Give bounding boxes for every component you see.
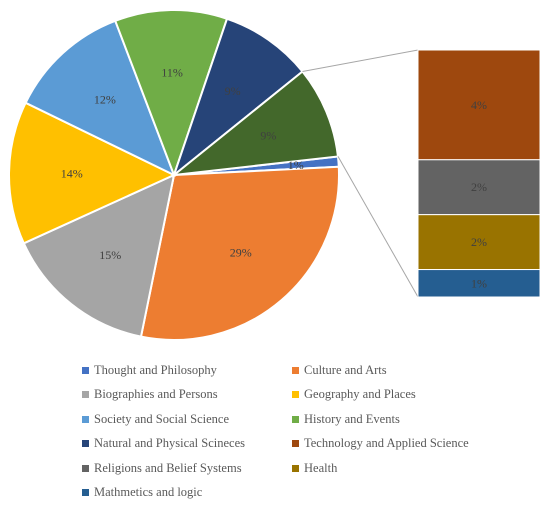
legend-item-history-and-events: History and Events bbox=[292, 412, 502, 427]
legend-row: Society and Social Science History and Ev… bbox=[82, 407, 542, 432]
legend-label: Natural and Physical Scineces bbox=[94, 436, 245, 451]
legend-swatch bbox=[292, 391, 299, 398]
legend-item-thought-and-philosophy: Thought and Philosophy bbox=[82, 363, 292, 378]
pie bbox=[9, 10, 339, 340]
legend-item-health: Health bbox=[292, 461, 502, 476]
legend-item-religions-and-belief-systems: Religions and Belief Systems bbox=[82, 461, 292, 476]
legend-item-biographies-and-persons: Biographies and Persons bbox=[82, 387, 292, 402]
legend-label: Health bbox=[304, 461, 337, 476]
legend-label: Biographies and Persons bbox=[94, 387, 218, 402]
bar-label-technology-and-applied-science: 4% bbox=[471, 98, 487, 112]
legend-item-society-and-social-science: Society and Social Science bbox=[82, 412, 292, 427]
slice-label-society-and-social-science: 12% bbox=[94, 93, 116, 107]
bar-label-religions-and-belief-systems: 2% bbox=[471, 180, 487, 194]
legend-row: Biographies and Persons Geography and Pla… bbox=[82, 383, 542, 408]
legend-swatch bbox=[82, 391, 89, 398]
legend-item-geography-and-places: Geography and Places bbox=[292, 387, 502, 402]
legend-swatch bbox=[292, 367, 299, 374]
bar-label-mathmetics-and-logic: 1% bbox=[471, 276, 487, 290]
slice-label-thought-and-philosophy: 1% bbox=[288, 158, 304, 172]
legend-item-culture-and-arts: Culture and Arts bbox=[292, 363, 502, 378]
legend-row: Natural and Physical Scineces Technology … bbox=[82, 432, 542, 457]
slice-label-culture-and-arts: 29% bbox=[230, 246, 252, 260]
legend-label: History and Events bbox=[304, 412, 400, 427]
slice-label-history-and-events: 11% bbox=[161, 66, 183, 80]
legend-item-technology-and-applied-science: Technology and Applied Science bbox=[292, 436, 502, 451]
legend-swatch bbox=[292, 465, 299, 472]
legend-swatch bbox=[82, 367, 89, 374]
slice-label-natural-and-physical-scineces: 9% bbox=[225, 84, 241, 98]
legend-item-natural-and-physical-scineces: Natural and Physical Scineces bbox=[82, 436, 292, 451]
legend-label: Technology and Applied Science bbox=[304, 436, 469, 451]
connector-line-top bbox=[303, 50, 419, 72]
legend-label: Geography and Places bbox=[304, 387, 416, 402]
legend-item-mathmetics-and-logic: Mathmetics and logic bbox=[82, 485, 292, 500]
bar-label-health: 2% bbox=[471, 235, 487, 249]
slice-label-geography-and-places: 14% bbox=[61, 167, 83, 181]
legend-swatch bbox=[82, 416, 89, 423]
connector-line-bottom bbox=[338, 156, 418, 297]
slice-label-biographies-and-persons: 15% bbox=[99, 248, 121, 262]
legend-label: Thought and Philosophy bbox=[94, 363, 217, 378]
legend-swatch bbox=[82, 440, 89, 447]
legend-label: Society and Social Science bbox=[94, 412, 229, 427]
legend-swatch bbox=[82, 465, 89, 472]
legend-label: Culture and Arts bbox=[304, 363, 387, 378]
secondary-bar: 4% 2% 2% 1% bbox=[418, 50, 540, 297]
legend-swatch bbox=[82, 489, 89, 496]
legend-row: Mathmetics and logic bbox=[82, 481, 542, 505]
legend-row: Thought and Philosophy Culture and Arts bbox=[82, 358, 542, 383]
bar-of-pie-chart: 4% 2% 2% 1% 1% 29% 15% 14% 12% 11% 9% 9% bbox=[0, 0, 550, 350]
legend-label: Mathmetics and logic bbox=[94, 485, 202, 500]
legend-row: Religions and Belief Systems Health bbox=[82, 456, 542, 481]
slice-label-other: 9% bbox=[260, 129, 276, 143]
legend: Thought and Philosophy Culture and Arts Bi… bbox=[82, 358, 542, 505]
legend-swatch bbox=[292, 416, 299, 423]
legend-swatch bbox=[292, 440, 299, 447]
legend-label: Religions and Belief Systems bbox=[94, 461, 242, 476]
